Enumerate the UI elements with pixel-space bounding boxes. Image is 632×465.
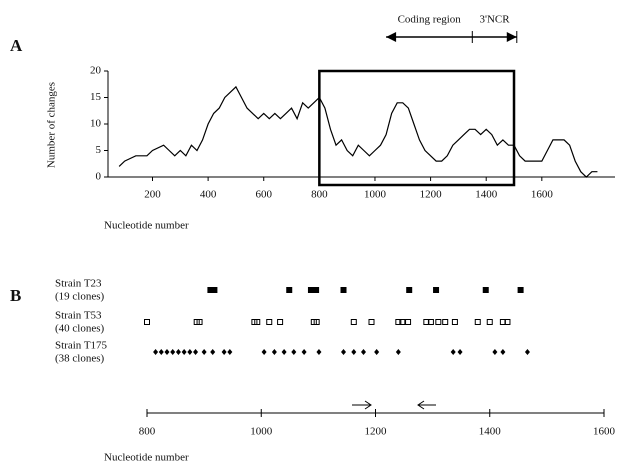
clone-mark: [395, 319, 402, 325]
clone-mark: [340, 287, 347, 293]
clone-mark: [201, 349, 207, 355]
clone-mark: [504, 319, 511, 325]
clone-mark: [351, 349, 357, 355]
x-tick-label: 1600: [593, 426, 616, 438]
clone-mark: [316, 349, 322, 355]
clone-mark: [350, 319, 357, 325]
region-label: Coding region: [398, 14, 462, 26]
primer-arrows: [352, 400, 436, 410]
y-tick-label: 15: [90, 91, 102, 103]
arrow-head: [506, 32, 517, 42]
clone-mark: [517, 287, 524, 293]
clone-mark: [286, 287, 293, 293]
y-tick-label: 10: [90, 118, 102, 130]
clone-mark: [277, 319, 284, 325]
clone-mark: [291, 349, 297, 355]
series-name: Strain T23: [55, 278, 102, 290]
x-tick-label: 400: [200, 189, 217, 201]
clone-mark: [405, 319, 412, 325]
clone-mark: [307, 287, 314, 293]
clone-mark: [486, 319, 493, 325]
clone-mark: [266, 319, 273, 325]
series-note: (38 clones): [55, 353, 105, 365]
clone-mark: [482, 287, 489, 293]
clone-mark: [175, 349, 181, 355]
clone-mark: [433, 287, 440, 293]
clone-mark: [181, 349, 187, 355]
x-tick-label: 1000: [364, 189, 387, 201]
x-tick-label: 800: [311, 189, 328, 201]
clone-mark: [193, 349, 199, 355]
clone-mark: [451, 319, 458, 325]
clone-mark: [474, 319, 481, 325]
clone-mark: [492, 349, 498, 355]
clone-mark: [144, 319, 150, 325]
panel-label: B: [10, 286, 21, 305]
y-tick-label: 20: [90, 65, 102, 77]
region-label: 3'NCR: [479, 14, 510, 26]
series-name: Strain T53: [55, 310, 102, 322]
x-tick-label: 1200: [420, 189, 443, 201]
series-name: Strain T175: [55, 340, 108, 352]
clone-mark: [187, 349, 193, 355]
clone-mark: [341, 349, 347, 355]
highlight-box: [318, 69, 516, 187]
clone-mark: [427, 319, 434, 325]
clone-mark: [164, 349, 170, 355]
clone-mark: [158, 349, 164, 355]
y-tick-label: 0: [96, 171, 102, 183]
clone-mark: [450, 349, 456, 355]
clone-mark: [227, 349, 233, 355]
x-tick-label: 1400: [479, 426, 502, 438]
y-tick-label: 5: [96, 144, 102, 156]
clone-mark: [500, 349, 506, 355]
clone-mark: [457, 349, 463, 355]
clone-mark: [313, 287, 320, 293]
x-tick-label: 800: [139, 426, 156, 438]
clone-mark: [313, 319, 320, 325]
x-tick-label: 600: [255, 189, 272, 201]
clone-mark: [221, 349, 227, 355]
clone-mark: [211, 287, 218, 293]
clone-mark: [170, 349, 176, 355]
clone-mark: [153, 349, 159, 355]
x-axis-label: Nucleotide number: [104, 220, 189, 232]
clone-mark: [301, 349, 307, 355]
data-line: [118, 85, 598, 178]
clone-mark: [261, 349, 267, 355]
clone-mark: [395, 349, 401, 355]
clone-mark: [406, 287, 413, 293]
clone-mark: [399, 319, 406, 325]
series-note: (19 clones): [55, 291, 105, 303]
clone-mark: [442, 319, 449, 325]
clone-mark: [374, 349, 380, 355]
clone-mark: [281, 349, 287, 355]
clone-mark: [524, 349, 530, 355]
x-tick-label: 200: [144, 189, 161, 201]
clone-mark: [368, 319, 375, 325]
x-tick-label: 1600: [531, 189, 554, 201]
clone-mark: [210, 349, 216, 355]
clone-mark: [271, 349, 277, 355]
x-tick-label: 1000: [250, 426, 273, 438]
clone-mark: [435, 319, 442, 325]
clone-mark: [254, 319, 261, 325]
y-axis-label: Number of changes: [46, 82, 58, 168]
x-tick-label: 1200: [365, 426, 388, 438]
panel-label: A: [10, 36, 23, 55]
series-note: (40 clones): [55, 323, 105, 335]
clone-mark: [196, 319, 203, 325]
arrow-head: [386, 32, 397, 42]
clone-mark: [361, 349, 367, 355]
x-tick-label: 1400: [475, 189, 498, 201]
x-axis-label: Nucleotide number: [104, 452, 189, 464]
